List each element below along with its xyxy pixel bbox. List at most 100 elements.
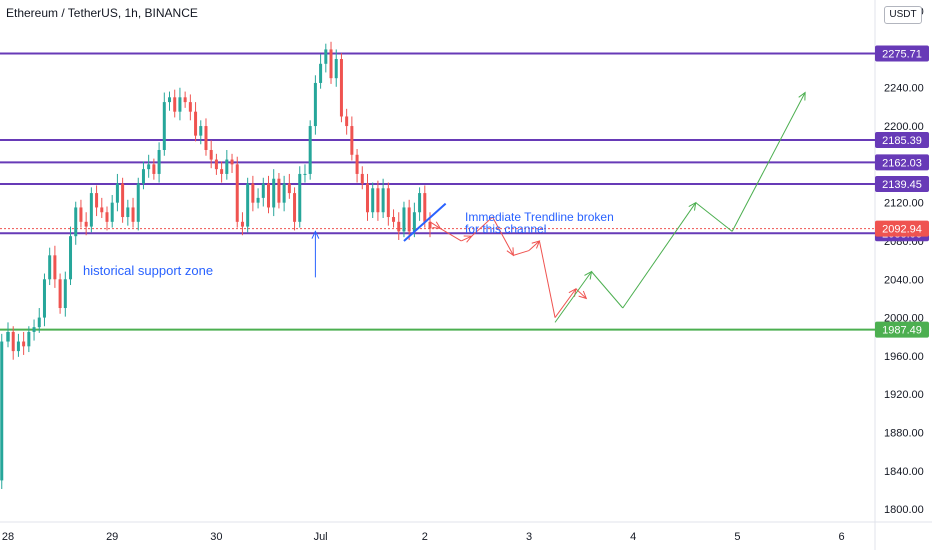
x-tick-label: Jul <box>314 531 328 543</box>
candle-body <box>37 317 41 328</box>
y-tick-label: 1840.00 <box>884 466 924 478</box>
candle-body <box>157 149 161 174</box>
candle-body <box>178 97 182 112</box>
candle-body <box>392 217 396 222</box>
candle-body <box>27 331 31 347</box>
bearish-projection-segment <box>461 235 472 242</box>
candle-body <box>428 221 432 229</box>
candle-body <box>136 183 140 222</box>
candle-body <box>183 97 187 103</box>
support-zone-annotation: historical support zone <box>83 263 213 278</box>
candle-body <box>22 341 26 347</box>
candle-body <box>329 49 333 79</box>
candle-body <box>42 279 46 318</box>
bearish-projection-arrowhead <box>578 290 588 300</box>
candle-body <box>79 207 83 222</box>
candle-body <box>371 188 375 213</box>
bearish-projection-segment <box>528 240 540 251</box>
candle-body <box>412 212 416 232</box>
level-price-tag <box>875 176 929 193</box>
candle-body <box>209 149 213 160</box>
broken-trendline <box>403 202 447 242</box>
candle-body <box>246 183 250 227</box>
candle-body <box>324 49 328 64</box>
candle-body <box>407 207 411 232</box>
candle-body <box>350 126 354 155</box>
bullish-projection-segment <box>695 202 733 232</box>
candle-body <box>319 63 323 83</box>
candle-body <box>355 154 359 174</box>
last-price-label: 2092.94 <box>882 224 922 236</box>
y-tick-label: 2120.00 <box>884 198 924 210</box>
candle-body <box>126 207 130 218</box>
candle-body <box>69 236 73 280</box>
level-price-label: 2162.03 <box>882 157 922 169</box>
candle-body <box>173 97 177 112</box>
y-tick-label: 2200.00 <box>884 121 924 133</box>
candle-body <box>63 279 67 309</box>
bullish-projection-segment <box>622 202 697 309</box>
bearish-projection-segment <box>492 216 514 256</box>
last-price-tag <box>875 220 929 237</box>
level-price-tag <box>875 154 929 171</box>
candle-body <box>339 59 343 117</box>
candle-body <box>214 159 218 170</box>
bearish-projection-segment <box>513 250 530 256</box>
level-price-label: 2139.45 <box>882 179 922 191</box>
candle-body <box>267 183 270 208</box>
candle-body <box>89 193 93 227</box>
candle-body <box>423 193 427 222</box>
candle-body <box>152 164 156 174</box>
trendline-annotation-line1: Immediate Trendline broken <box>465 210 614 224</box>
candle-body <box>397 221 401 232</box>
candle-body <box>386 188 390 218</box>
support-arrow-head <box>311 230 320 239</box>
candle-body <box>53 255 57 280</box>
candle-body <box>58 279 62 309</box>
candle-body <box>121 183 125 218</box>
candle-body <box>381 188 385 213</box>
y-tick-label: 2040.00 <box>884 274 924 286</box>
candle-body <box>48 255 52 280</box>
currency-button[interactable]: USDT <box>884 6 922 24</box>
candle-body <box>16 341 20 352</box>
candle-body <box>256 197 260 203</box>
level-price-label: 2185.39 <box>882 135 922 147</box>
level-price-tag <box>875 45 929 62</box>
candle-body <box>225 159 229 174</box>
candle-body <box>251 183 255 203</box>
x-tick-label: 2 <box>422 531 428 543</box>
x-tick-label: 29 <box>106 531 118 543</box>
candle-body <box>0 341 4 481</box>
candle-body <box>345 116 349 127</box>
x-tick-label: 30 <box>210 531 222 543</box>
candle-body <box>32 327 36 332</box>
level-price-label: 2275.71 <box>882 49 922 61</box>
trendline-annotation-line2: for this channel <box>465 222 546 236</box>
candle-body <box>277 178 281 203</box>
bullish-projection-segment <box>591 271 624 309</box>
candle-body <box>240 221 244 227</box>
candle-body <box>100 207 104 213</box>
y-tick-label: 1800.00 <box>884 504 924 516</box>
candle-body <box>115 183 119 203</box>
level-price-label: 1987.49 <box>882 325 922 337</box>
candle-body <box>105 212 109 222</box>
candle-body <box>308 126 312 174</box>
candle-body <box>194 111 198 136</box>
candle-body <box>313 82 317 127</box>
candle-body <box>95 193 99 208</box>
candle-body <box>110 202 114 222</box>
bearish-projection-arrowhead <box>432 221 442 230</box>
candle-body <box>199 126 203 136</box>
bearish-projection-segment <box>440 228 462 242</box>
candle-body <box>6 331 10 342</box>
candle-body <box>272 178 276 208</box>
candle-body <box>261 183 265 198</box>
candle-body <box>282 183 286 203</box>
candle-body <box>141 169 145 184</box>
bullish-projection-segment <box>731 92 806 232</box>
bearish-projection-segment <box>554 288 577 318</box>
